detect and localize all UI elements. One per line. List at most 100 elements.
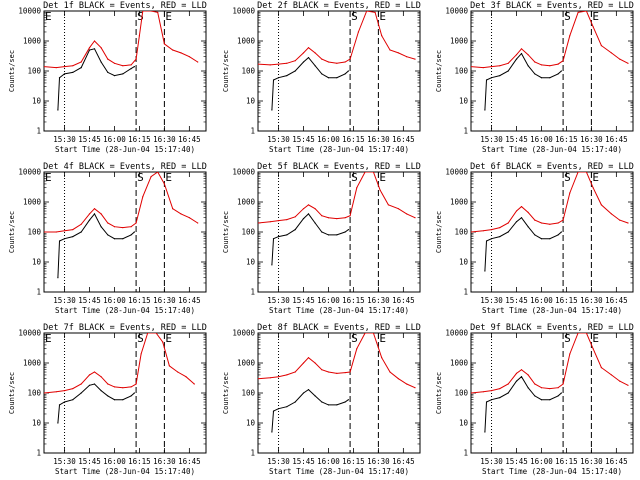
data-point-events (490, 399, 493, 401)
data-point-events (307, 57, 310, 59)
data-point-lld (482, 391, 484, 393)
data-point-lld (515, 54, 518, 56)
data-point-events (540, 77, 543, 79)
panel-title: Det 4f BLACK = Events, RED = LLD (43, 162, 207, 172)
data-point-events (107, 71, 109, 73)
data-point-lld (307, 204, 310, 206)
x-tick-label: 15:30 (267, 457, 290, 466)
series-line-events (484, 216, 562, 272)
data-point-events (130, 234, 132, 236)
data-point-lld (142, 11, 144, 12)
data-point-events (80, 392, 82, 394)
data-point-lld (619, 380, 621, 382)
x-tick-label: 16:00 (530, 457, 553, 466)
data-point-lld (356, 348, 358, 350)
data-point-lld (520, 206, 523, 208)
data-point-lld (55, 391, 57, 393)
data-point-lld (135, 222, 137, 224)
data-point-lld (100, 213, 102, 215)
data-point-events (560, 70, 563, 72)
data-point-lld (520, 48, 523, 50)
series-line-lld (258, 11, 416, 66)
data-point-events (57, 109, 59, 111)
data-point-lld (286, 62, 288, 64)
x-tick-label: 15:30 (53, 296, 76, 305)
data-point-lld (269, 64, 271, 66)
panel: Det 2f BLACK = Events, RED = LLD 1 10 100 10… (222, 1, 421, 154)
data-point-lld (93, 371, 96, 373)
x-axis-label: Start Time (28-Jun-04 15:17:40) (269, 467, 409, 476)
data-point-events (107, 234, 109, 236)
y-tick-label: 1000 (450, 198, 469, 207)
y-tick-label: 1000 (23, 198, 42, 207)
data-point-lld (349, 215, 351, 217)
x-tick-label: 16:45 (178, 457, 201, 466)
data-point-lld (93, 40, 96, 42)
data-point-events (490, 238, 493, 240)
x-tick-label: 16:00 (103, 296, 126, 305)
panel: Det 8f BLACK = Events, RED = LLD 1 10 100 10… (222, 323, 421, 476)
data-point-lld (113, 62, 116, 64)
data-point-lld (63, 66, 66, 68)
y-tick-label: 100 (27, 389, 41, 398)
y-tick-label: 1000 (450, 359, 469, 368)
y-tick-label: 10000 (232, 329, 255, 338)
data-point-lld (540, 222, 543, 224)
data-point-lld (88, 374, 91, 376)
x-tick-label: 16:15 (342, 296, 365, 305)
x-tick-label: 15:30 (480, 296, 503, 305)
series-line-lld (44, 172, 198, 233)
data-point-lld (515, 210, 518, 212)
x-tick-label: 16:15 (128, 457, 151, 466)
event-marker-label: E (379, 10, 386, 23)
y-tick-label: 1000 (237, 37, 256, 46)
x-tick-label: 16:45 (178, 296, 201, 305)
data-point-lld (387, 204, 389, 206)
y-tick-label: 10 (246, 258, 256, 267)
y-tick-label: 10 (246, 97, 256, 106)
data-point-events (540, 399, 543, 401)
data-point-lld (585, 11, 587, 12)
plot-frame (257, 171, 421, 293)
data-point-events (93, 383, 96, 385)
data-point-events (507, 231, 509, 233)
data-point-lld (307, 357, 310, 359)
data-point-events (294, 70, 296, 72)
data-point-lld (277, 63, 280, 65)
y-tick-label: 10000 (232, 7, 255, 16)
data-point-events (271, 109, 273, 111)
data-point-events (58, 404, 61, 406)
data-point-lld (72, 65, 74, 67)
x-tick-label: 16:30 (153, 135, 176, 144)
data-point-events (321, 231, 323, 233)
data-point-events (113, 399, 116, 401)
data-point-lld (269, 221, 271, 223)
data-point-events (57, 277, 59, 279)
data-point-events (534, 234, 536, 236)
data-point-lld (540, 64, 543, 66)
x-axis-label: Start Time (28-Jun-04 15:17:40) (482, 467, 622, 476)
data-point-lld (140, 353, 142, 355)
y-tick-label: 100 (241, 67, 255, 76)
x-tick-label: 16:15 (555, 296, 578, 305)
x-tick-label: 16:00 (103, 457, 126, 466)
event-marker-label: E (165, 10, 172, 23)
data-point-events (321, 73, 323, 75)
data-point-events (133, 231, 135, 233)
plot-frame (470, 171, 634, 293)
data-point-events (88, 49, 91, 51)
data-point-lld (155, 333, 157, 334)
data-point-lld (569, 35, 571, 37)
data-point-events (294, 401, 296, 403)
y-tick-label: 10000 (18, 7, 41, 16)
y-tick-label: 10000 (18, 168, 41, 177)
data-point-events (336, 77, 338, 79)
data-point-lld (540, 387, 543, 389)
data-point-lld (180, 213, 182, 215)
data-point-events (100, 390, 102, 392)
data-point-events (557, 73, 559, 75)
data-point-events (277, 236, 280, 238)
x-tick-label: 15:30 (53, 135, 76, 144)
y-tick-label: 10 (246, 419, 256, 428)
data-point-lld (172, 49, 174, 51)
